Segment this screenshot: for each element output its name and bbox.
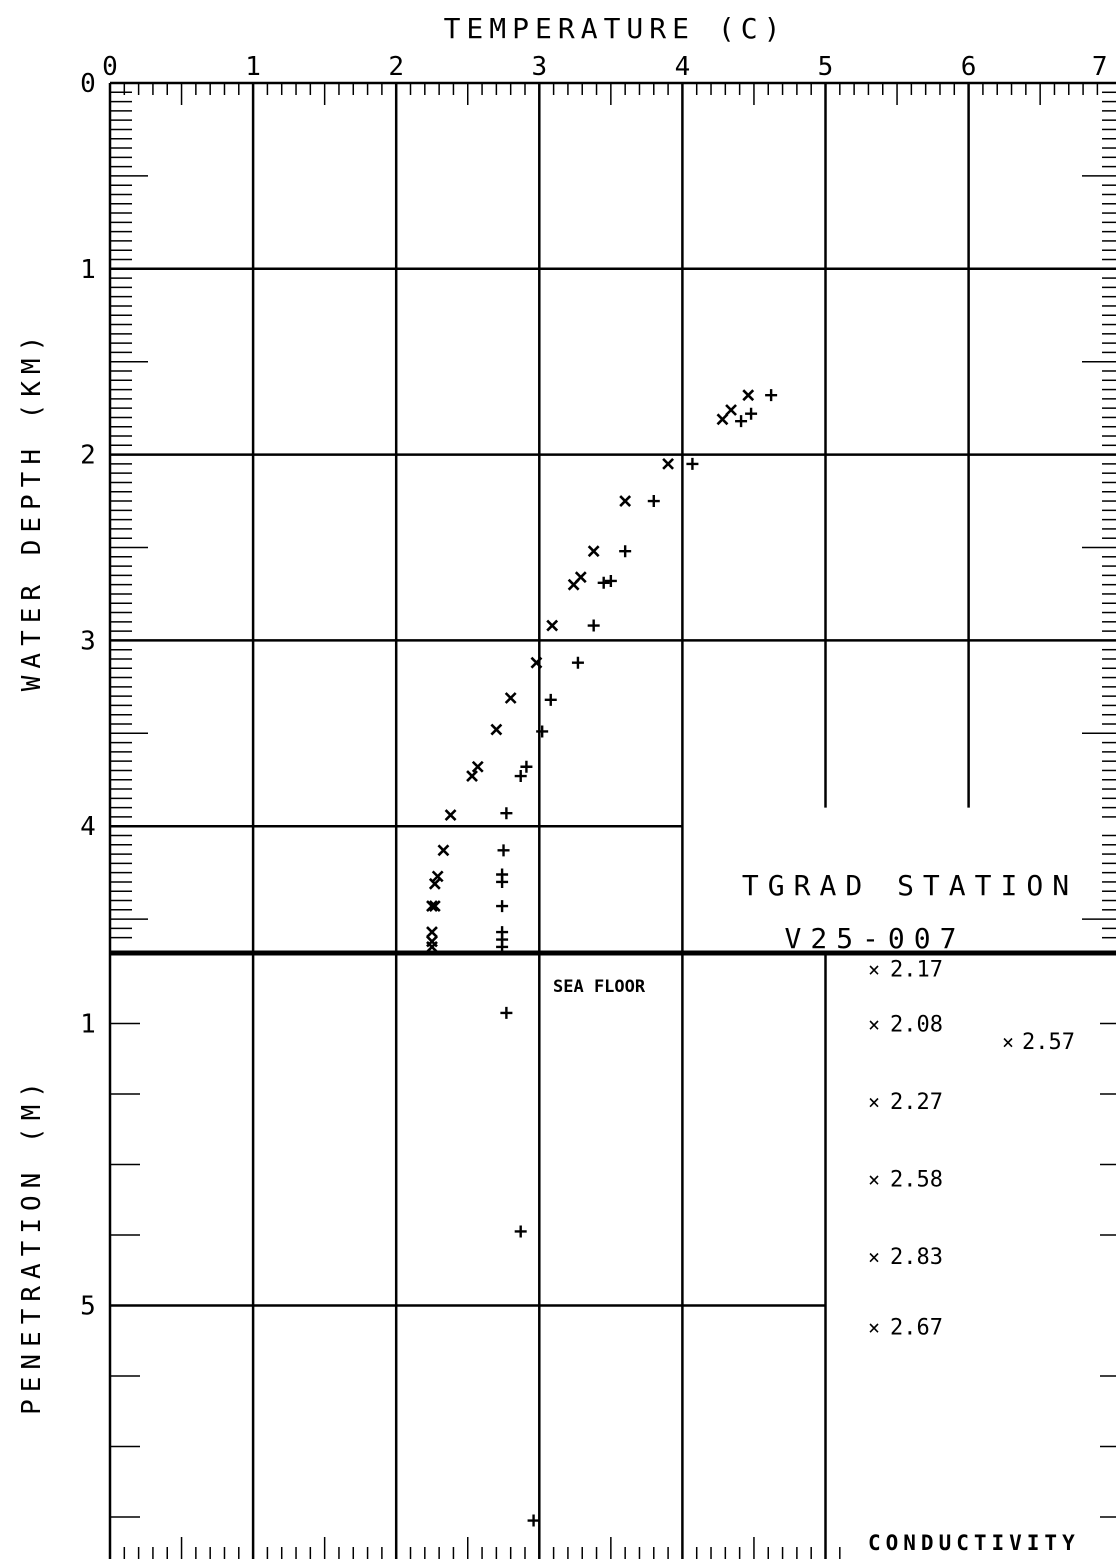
data-point-x [426,926,438,939]
data-point-plus [536,725,549,738]
data-point-x [546,619,559,632]
x-tick-label: 0 [102,52,118,82]
x-tick-label: 5 [818,52,834,82]
data-point-plus-sediment [527,1514,540,1527]
data-point-plus [597,576,610,589]
data-point-x [431,870,444,883]
data-point-plus [647,495,660,508]
conductivity-value: 2.57 [1022,1030,1075,1055]
data-point-x [471,760,484,773]
data-point-plus [604,574,617,587]
conductivity-marker: × [868,1168,880,1192]
conductivity-marker: × [868,958,880,982]
y-tick-label-water-depth: 4 [80,812,96,842]
conductivity-label: CONDUCTIVITY [868,1531,1080,1555]
data-point-plus [544,693,557,706]
data-point-x [437,844,450,857]
data-point-x [428,877,441,890]
data-point-x [619,495,632,507]
y-tick-label-water-depth: 3 [80,626,96,656]
y-tick-label-water-depth: 0 [80,69,96,99]
data-point-x [587,545,600,558]
y-axis-label-penetration: PENETRATION (M) [17,1075,47,1415]
data-point-plus-sediment [514,1225,527,1238]
station-id: V25-007 [784,922,965,955]
data-point-x [490,723,503,736]
x-tick-label: 6 [961,52,977,82]
y-tick-label-water-depth: 2 [80,441,96,471]
data-point-plus [496,900,509,913]
conductivity-marker: × [1002,1030,1014,1054]
data-point-plus [745,407,758,420]
data-point-plus [686,457,699,470]
data-point-plus [514,770,527,783]
x-tick-label: 1 [245,52,261,82]
data-point-plus [496,875,509,888]
y-tick-label-water-depth: 1 [80,255,96,285]
conductivity-value: 2.27 [890,1090,943,1115]
data-point-plus [500,807,513,820]
data-point-plus [765,389,778,402]
conductivity-value: 2.83 [890,1245,943,1270]
data-point-plus [571,656,584,669]
data-point-x [504,692,517,704]
data-point-plus [520,760,533,773]
conductivity-marker: × [868,1245,880,1269]
data-point-x [428,900,441,913]
data-point-x [725,404,737,416]
data-point-x [716,413,729,426]
data-point-x [444,809,457,821]
data-point-plus [619,545,632,558]
data-point-x [530,656,543,669]
y-tick-label-penetration: 5 [80,1292,96,1322]
conductivity-marker: × [868,1013,880,1037]
data-point-plus [497,844,510,857]
x-tick-label: 3 [531,52,547,82]
data-point-x [466,770,478,782]
x-tick-label: 7 [1092,52,1108,82]
sea-floor-label: SEA FLOOR [553,977,646,997]
conductivity-value: 2.08 [890,1013,943,1038]
y-axis-label-water-depth: WATER DEPTH (KM) [17,329,47,691]
x-tick-label: 2 [388,52,404,82]
x-tick-label: 4 [675,52,691,82]
conductivity-marker: × [868,1090,880,1114]
data-point-plus [496,940,509,953]
data-point-x [662,457,675,470]
data-point-x [742,389,755,402]
station-title: TGRAD STATION [742,869,1078,902]
y-tick-label-penetration: 1 [80,1010,96,1040]
data-point-plus [587,619,600,632]
data-point-x [567,578,580,591]
data-point-x [426,941,438,953]
data-point-plus [735,415,748,428]
conductivity-value: 2.58 [890,1168,943,1193]
conductivity-marker: × [868,1316,880,1340]
conductivity-value: 2.67 [890,1316,943,1341]
data-point-x [426,900,438,913]
conductivity-value: 2.17 [890,958,943,983]
data-point-plus-sediment [500,1006,513,1019]
chart-title: TEMPERATURE (C) [444,12,787,45]
